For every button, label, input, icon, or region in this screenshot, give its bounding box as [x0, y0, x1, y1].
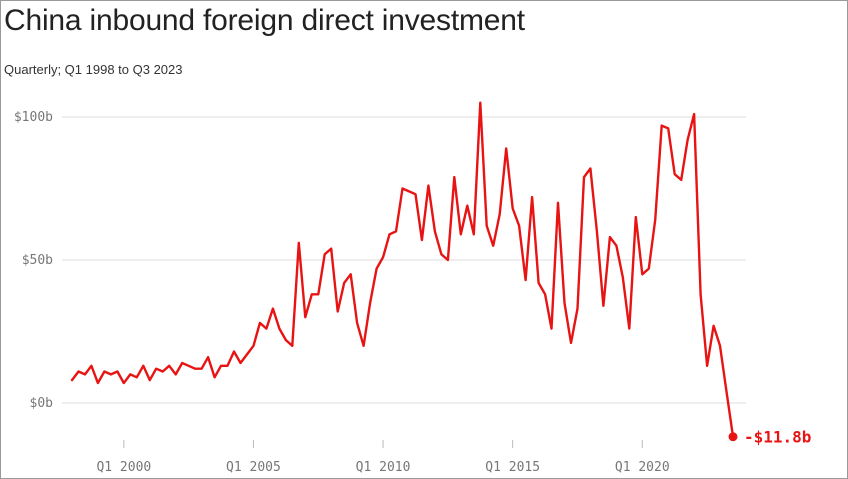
last-value-label: -$11.8b	[744, 428, 811, 447]
fdi-series-line	[70, 101, 735, 438]
chart-subtitle: Quarterly; Q1 1998 to Q3 2023	[4, 62, 183, 77]
x-tick-label: Q1 2015	[485, 460, 540, 475]
x-axis-ticks: Q1 2000 Q1 2005 Q1 2010 Q1 2015 Q1 2020	[96, 440, 670, 475]
chart-title: China inbound foreign direct investment	[4, 4, 525, 37]
y-tick-label: $100b	[14, 110, 53, 125]
series-layer	[70, 101, 735, 438]
x-tick-label: Q1 2000	[96, 460, 151, 475]
x-tick-label: Q1 2020	[615, 460, 670, 475]
x-tick-label: Q1 2005	[226, 460, 281, 475]
annotation-layer: -$11.8b	[728, 428, 811, 447]
y-tick-label: $50b	[22, 253, 53, 268]
x-tick-label: Q1 2010	[356, 460, 411, 475]
y-axis-ticks: $0b $50b $100b	[14, 110, 53, 411]
gridlines	[62, 116, 746, 404]
last-value-marker	[728, 432, 738, 442]
y-tick-label: $0b	[30, 396, 54, 411]
